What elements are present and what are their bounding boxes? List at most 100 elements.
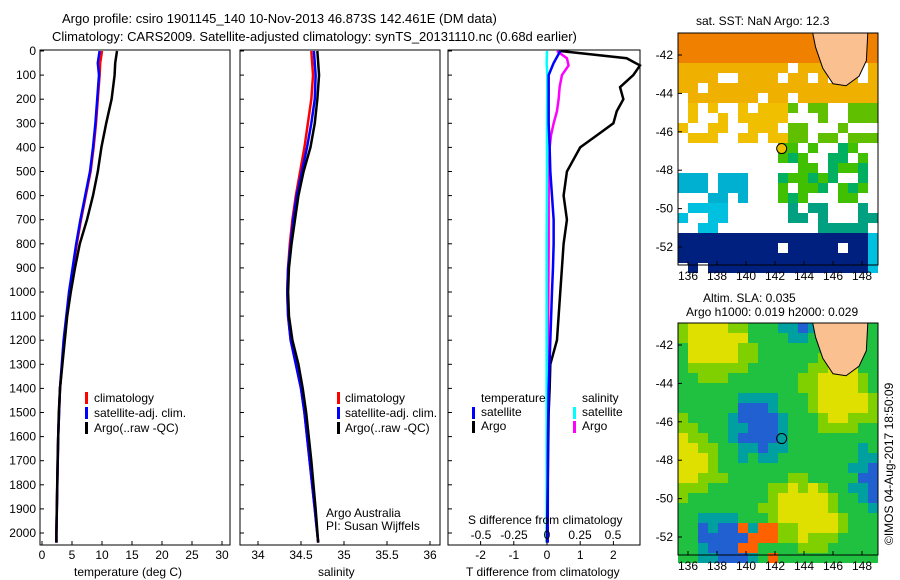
map-cell <box>778 213 788 223</box>
map-cell <box>788 443 798 453</box>
map-cell <box>698 353 708 363</box>
x-tick-label: 10 <box>95 548 109 562</box>
map-cell <box>698 213 708 223</box>
map-x-tick-label: 138 <box>707 559 727 573</box>
map-cell <box>728 103 738 113</box>
map-cell <box>788 193 798 203</box>
map-cell <box>728 403 738 413</box>
map-cell <box>738 543 748 553</box>
map-cell <box>688 193 698 203</box>
map-cell <box>718 83 728 93</box>
map-cell <box>728 363 738 373</box>
map-cell <box>758 183 768 193</box>
map-cell <box>808 153 818 163</box>
map-cell <box>808 193 818 203</box>
map-cell <box>728 393 738 403</box>
map-cell <box>778 133 788 143</box>
map-cell <box>838 193 848 203</box>
map-cell <box>678 233 688 243</box>
map-cell <box>708 363 718 373</box>
map-cell <box>718 403 728 413</box>
salinity-xlabel: salinity <box>318 565 355 579</box>
map-cell <box>798 473 808 483</box>
map-cell <box>718 183 728 193</box>
map-cell <box>778 373 788 383</box>
map-cell <box>858 513 868 523</box>
map-cell <box>748 343 758 353</box>
map-cell <box>708 93 718 103</box>
map-cell <box>758 513 768 523</box>
map-cell <box>758 503 768 513</box>
map-cell <box>728 93 738 103</box>
map-cell <box>868 503 878 513</box>
map-cell <box>778 103 788 113</box>
map-cell <box>678 523 688 533</box>
map-cell <box>718 133 728 143</box>
map-cell <box>678 333 688 343</box>
map-cell <box>798 53 808 63</box>
map-cell <box>838 93 848 103</box>
map-cell <box>758 193 768 203</box>
map-cell <box>748 123 758 133</box>
y-tick-label: 100 <box>16 68 36 82</box>
map-cell <box>808 93 818 103</box>
map-cell <box>838 373 848 383</box>
map-x-tick-label: 146 <box>823 269 843 283</box>
map-cell <box>708 253 718 263</box>
x2-tick-label: 0 <box>544 528 551 542</box>
map-cell <box>698 83 708 93</box>
legend-swatch-s-argo <box>573 421 576 433</box>
map-cell <box>678 83 688 93</box>
map-cell <box>838 413 848 423</box>
map-cell <box>808 523 818 533</box>
map-cell <box>828 493 838 503</box>
map-cell <box>808 433 818 443</box>
map-cell <box>678 423 688 433</box>
map-cell <box>678 103 688 113</box>
map-cell <box>778 153 788 163</box>
legend-heading-temperature: temperature <box>481 391 546 405</box>
y-tick-label: 1500 <box>9 406 36 420</box>
map-cell <box>698 393 708 403</box>
map-cell <box>828 503 838 513</box>
map-cell <box>738 473 748 483</box>
map-cell <box>848 243 858 253</box>
map-cell <box>838 473 848 483</box>
map-cell <box>838 493 848 503</box>
map-cell <box>828 523 838 533</box>
legend-label: climatology <box>345 391 405 405</box>
map-cell <box>868 393 878 403</box>
map-cell <box>698 363 708 373</box>
map-cell <box>678 113 688 123</box>
map-cell <box>738 133 748 143</box>
map-cell <box>728 183 738 193</box>
map-cell <box>798 33 808 43</box>
map-cell <box>808 233 818 243</box>
map-cell <box>858 533 868 543</box>
map-cell <box>758 493 768 503</box>
map-cell <box>778 503 788 513</box>
map-cell <box>758 393 768 403</box>
map-cell <box>718 443 728 453</box>
map-cell <box>748 423 758 433</box>
map-cell <box>748 103 758 113</box>
map-cell <box>708 333 718 343</box>
map-cell <box>848 153 858 163</box>
map-cell <box>808 163 818 173</box>
map-cell <box>708 403 718 413</box>
map-cell <box>688 123 698 133</box>
map-cell <box>718 243 728 253</box>
map-cell <box>828 483 838 493</box>
map-cell <box>808 413 818 423</box>
map-cell <box>718 253 728 263</box>
map-cell <box>788 393 798 403</box>
y-tick-label: 1400 <box>9 381 36 395</box>
map-cell <box>788 503 798 513</box>
x-tick-label: 35.5 <box>375 548 399 562</box>
map-cell <box>828 203 838 213</box>
map-cell <box>768 243 778 253</box>
map-cell <box>768 533 778 543</box>
map-cell <box>778 243 788 253</box>
map-cell <box>768 403 778 413</box>
